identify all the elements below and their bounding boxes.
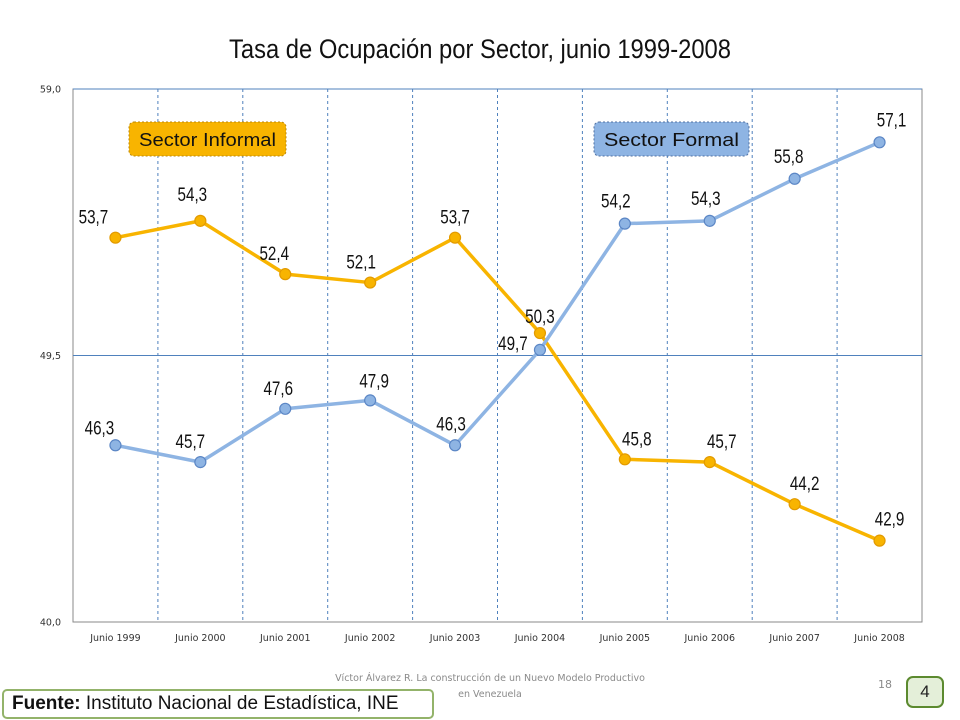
x-tick-label: Junio 2003 bbox=[429, 633, 481, 644]
data-point bbox=[364, 276, 377, 289]
x-tick-label: Junio 2004 bbox=[514, 633, 566, 644]
series-line-0 bbox=[115, 219, 881, 543]
source-box: Fuente: Instituto Nacional de Estadístic… bbox=[2, 689, 434, 719]
data-point bbox=[109, 231, 122, 244]
data-label: 53,7 bbox=[79, 208, 109, 229]
data-point bbox=[533, 343, 547, 356]
data-label: 45,7 bbox=[707, 432, 737, 453]
data-point bbox=[618, 217, 631, 230]
y-tick-label: 49,5 bbox=[40, 351, 61, 362]
data-point bbox=[873, 136, 886, 149]
data-label: 45,8 bbox=[622, 429, 652, 450]
data-label: 52,4 bbox=[259, 244, 289, 265]
data-point bbox=[788, 498, 801, 511]
data-point bbox=[873, 534, 886, 547]
data-label: 52,1 bbox=[346, 253, 376, 274]
x-tick-label: Junio 2005 bbox=[599, 633, 651, 644]
data-point bbox=[448, 231, 462, 244]
x-tick-label: Junio 2008 bbox=[853, 633, 905, 644]
axis-layer: 40,0 49,5 59,0 Junio 1999 Junio 2000 Junio 20… bbox=[40, 85, 905, 645]
series-line-1 bbox=[115, 140, 881, 464]
y-tick-label: 59,0 bbox=[40, 85, 61, 96]
data-label: 50,3 bbox=[525, 307, 555, 328]
x-tick-label: Junio 2000 bbox=[174, 633, 226, 644]
data-label: 47,9 bbox=[359, 371, 389, 392]
data-label: 54,3 bbox=[691, 189, 721, 210]
data-label: 46,3 bbox=[436, 414, 466, 435]
grid-layer bbox=[72, 88, 923, 623]
data-point bbox=[703, 456, 716, 469]
x-tick-label: Junio 2001 bbox=[259, 633, 311, 644]
data-label: 54,3 bbox=[178, 185, 208, 206]
data-point bbox=[703, 214, 716, 227]
x-tick-label: Junio 2006 bbox=[684, 633, 736, 644]
slide-badge: 4 bbox=[906, 676, 944, 708]
data-label: 42,9 bbox=[875, 510, 905, 531]
data-point bbox=[279, 268, 292, 281]
data-point bbox=[109, 439, 122, 452]
page-number: 18 bbox=[878, 678, 892, 691]
data-label: 45,7 bbox=[176, 432, 206, 453]
y-tick-label: 40,0 bbox=[40, 618, 61, 629]
data-point bbox=[788, 172, 801, 185]
slide-badge-number: 4 bbox=[920, 682, 930, 701]
data-point bbox=[533, 326, 547, 340]
x-tick-label: Junio 2002 bbox=[344, 633, 396, 644]
data-label: 55,8 bbox=[774, 147, 804, 168]
legend-box-1 bbox=[593, 121, 750, 157]
data-label: 54,2 bbox=[601, 192, 631, 213]
data-label: 46,3 bbox=[85, 418, 115, 439]
x-tick-label: Junio 1999 bbox=[89, 633, 141, 644]
data-point bbox=[279, 402, 292, 415]
source-label: Fuente: bbox=[12, 693, 81, 714]
data-label: 47,6 bbox=[263, 379, 293, 400]
source-text: Instituto Nacional de Estadística, INE bbox=[80, 693, 399, 714]
x-tick-label: Junio 2007 bbox=[768, 633, 820, 644]
chart-title: Tasa de Ocupación por Sector, junio 1999… bbox=[229, 34, 731, 64]
legend-label: Sector Formal bbox=[604, 130, 739, 150]
legend-layer: Sector Informal Sector Formal bbox=[128, 121, 750, 157]
legend-label: Sector Informal bbox=[139, 130, 276, 150]
data-point bbox=[194, 214, 207, 227]
data-point bbox=[448, 439, 462, 452]
data-label: 53,7 bbox=[440, 208, 470, 229]
series-layer: 53,7 54,3 52,4 52,1 53,7 50,3 45,8 45,7 44,2 42,9… bbox=[79, 110, 907, 547]
footer-note: Víctor Álvarez R. La construcción de un … bbox=[335, 673, 645, 700]
data-label: 44,2 bbox=[790, 474, 820, 495]
data-point bbox=[364, 394, 377, 407]
data-point bbox=[194, 456, 207, 469]
legend-box-0 bbox=[128, 121, 287, 157]
data-label: 49,7 bbox=[498, 334, 528, 355]
data-label: 57,1 bbox=[877, 110, 907, 131]
data-point bbox=[618, 453, 631, 466]
